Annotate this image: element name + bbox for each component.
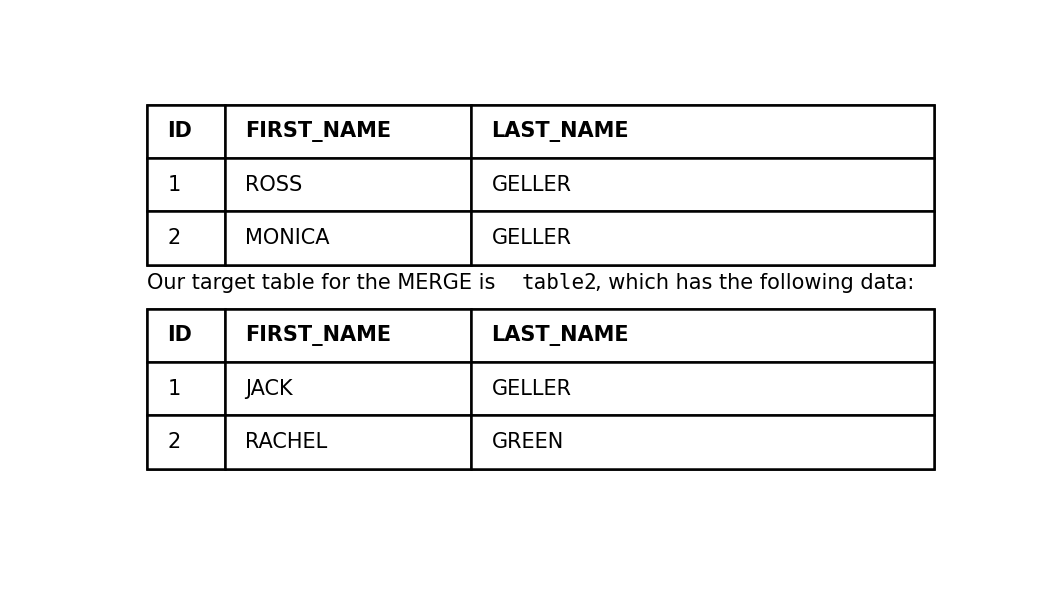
- Text: 1: 1: [167, 379, 181, 399]
- Text: ID: ID: [167, 325, 193, 346]
- Text: FIRST_NAME: FIRST_NAME: [245, 325, 391, 346]
- Text: GELLER: GELLER: [491, 228, 571, 248]
- Text: ROSS: ROSS: [245, 175, 303, 194]
- Bar: [147, 415, 225, 468]
- Text: ID: ID: [167, 122, 193, 141]
- Bar: [147, 211, 225, 265]
- Bar: [147, 309, 934, 468]
- Bar: [147, 309, 225, 362]
- Bar: [147, 105, 225, 158]
- Text: RACHEL: RACHEL: [245, 432, 328, 452]
- Text: LAST_NAME: LAST_NAME: [491, 121, 630, 142]
- Bar: [471, 158, 934, 211]
- Bar: [471, 415, 934, 468]
- Bar: [225, 211, 471, 265]
- Bar: [225, 309, 471, 362]
- Text: table2: table2: [522, 273, 597, 293]
- Text: FIRST_NAME: FIRST_NAME: [245, 121, 391, 142]
- Bar: [147, 105, 934, 265]
- Text: 1: 1: [167, 175, 181, 194]
- Text: GELLER: GELLER: [491, 379, 571, 399]
- Bar: [471, 211, 934, 265]
- Text: Our target table for the MERGE is: Our target table for the MERGE is: [147, 273, 501, 293]
- Bar: [471, 105, 934, 158]
- Text: GREEN: GREEN: [491, 432, 564, 452]
- Text: MONICA: MONICA: [245, 228, 330, 248]
- Text: 2: 2: [167, 228, 181, 248]
- Bar: [225, 415, 471, 468]
- Bar: [147, 158, 225, 211]
- Bar: [471, 362, 934, 415]
- Bar: [147, 362, 225, 415]
- Text: JACK: JACK: [245, 379, 293, 399]
- Text: 2: 2: [167, 432, 181, 452]
- Bar: [471, 309, 934, 362]
- Text: LAST_NAME: LAST_NAME: [491, 325, 630, 346]
- Bar: [225, 158, 471, 211]
- Bar: [225, 105, 471, 158]
- Text: , which has the following data:: , which has the following data:: [595, 273, 914, 293]
- Text: GELLER: GELLER: [491, 175, 571, 194]
- Bar: [225, 362, 471, 415]
